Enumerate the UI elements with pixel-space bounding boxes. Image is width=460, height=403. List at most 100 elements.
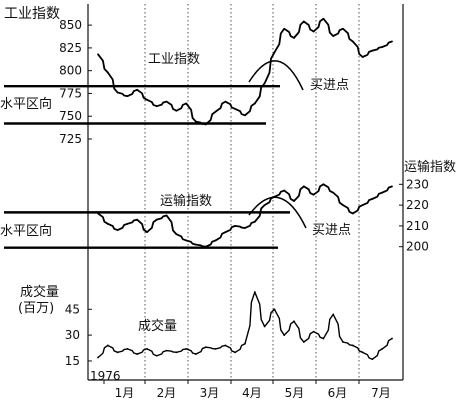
data-point [155, 354, 158, 357]
data-point [361, 351, 364, 354]
data-point [293, 36, 295, 39]
buy-point-label: 买进点 [312, 223, 351, 238]
data-point [253, 220, 256, 223]
data-point [263, 204, 266, 207]
data-point [283, 334, 286, 337]
series-label: 成交量 [138, 318, 177, 334]
data-point [106, 71, 109, 74]
data-point [136, 353, 139, 355]
data-point [185, 239, 188, 242]
data-point [312, 330, 315, 333]
plot-frame [87, 4, 404, 381]
data-point [302, 341, 305, 343]
data-point [253, 102, 256, 105]
data-point [126, 95, 129, 98]
y-tick-label: 725 [59, 132, 82, 146]
data-point [126, 347, 129, 350]
data-point [195, 353, 197, 355]
x-tick-label: 3月 [200, 386, 220, 400]
data-point [155, 218, 158, 221]
y-tick-label: 220 [406, 198, 429, 212]
data-point [146, 98, 148, 101]
data-point [116, 91, 119, 94]
data-point [155, 105, 158, 108]
data-point [185, 102, 188, 105]
data-point [273, 308, 276, 311]
data-point [302, 20, 305, 23]
series-line [97, 17, 393, 126]
data-point [273, 51, 276, 54]
data-point [312, 193, 315, 196]
data-point [234, 108, 237, 110]
data-point [136, 218, 139, 221]
x-tick-label: 5月 [285, 386, 305, 400]
x-tick-label: 4月 [242, 386, 262, 400]
buy-point-label: 买进点 [310, 78, 349, 93]
y-tick-label: 800 [59, 64, 82, 78]
data-point [253, 291, 256, 293]
series-label: 运输指数 [160, 193, 212, 209]
data-point [342, 341, 344, 343]
series-label: 工业指数 [148, 52, 200, 67]
data-point [146, 347, 148, 350]
data-point [136, 88, 139, 91]
panel-title: 工业指数 [4, 6, 60, 22]
data-point [351, 212, 354, 215]
data-point [371, 358, 374, 361]
data-point [381, 347, 384, 350]
data-point [293, 320, 295, 323]
data-point [391, 40, 393, 43]
data-point [214, 110, 217, 113]
data-point [214, 239, 217, 242]
data-point [381, 191, 384, 194]
zone-label: 水平区向 [0, 96, 52, 112]
data-point [126, 222, 129, 225]
data-point [351, 344, 354, 347]
data-point [293, 200, 295, 202]
data-point [224, 100, 227, 103]
data-point [332, 35, 335, 37]
data-point [244, 114, 246, 117]
data-point [234, 224, 237, 227]
data-point [342, 204, 344, 207]
data-point [391, 185, 393, 188]
y-tick-label: 15 [65, 354, 80, 368]
panel-title: 成交量 [20, 284, 59, 300]
data-point [332, 191, 335, 194]
y-tick-label: 850 [59, 18, 82, 32]
x-tick-label: 7月 [371, 386, 391, 400]
data-point [371, 49, 374, 52]
data-point [361, 204, 364, 207]
data-point [371, 197, 374, 200]
data-point [106, 344, 109, 347]
y-tick-label: 210 [406, 219, 429, 233]
data-point [381, 46, 384, 48]
data-point [302, 185, 305, 188]
data-point [204, 123, 207, 126]
data-point [244, 342, 246, 345]
chart-panels: 工业指数725750775800825850水平区向工业指数买进点运输指数200… [0, 6, 456, 368]
panel-unit: (百万) [18, 301, 54, 316]
data-point [195, 243, 197, 246]
data-point [204, 245, 207, 248]
buy-point-arc [248, 60, 304, 91]
data-point [185, 347, 188, 350]
data-point [97, 212, 99, 215]
data-point [106, 222, 109, 225]
data-point [175, 109, 178, 112]
data-point [175, 233, 178, 236]
data-point [116, 229, 119, 231]
data-point [214, 347, 217, 350]
data-point [165, 100, 168, 103]
data-point [165, 214, 168, 217]
buy-point-arc [248, 196, 307, 229]
data-point [332, 313, 335, 316]
data-point [342, 27, 344, 30]
data-point [263, 325, 266, 328]
month-gridlines [144, 4, 360, 380]
data-point [195, 120, 197, 123]
data-point [146, 231, 148, 234]
year-label: 1976 [90, 369, 121, 383]
data-point [224, 344, 227, 347]
